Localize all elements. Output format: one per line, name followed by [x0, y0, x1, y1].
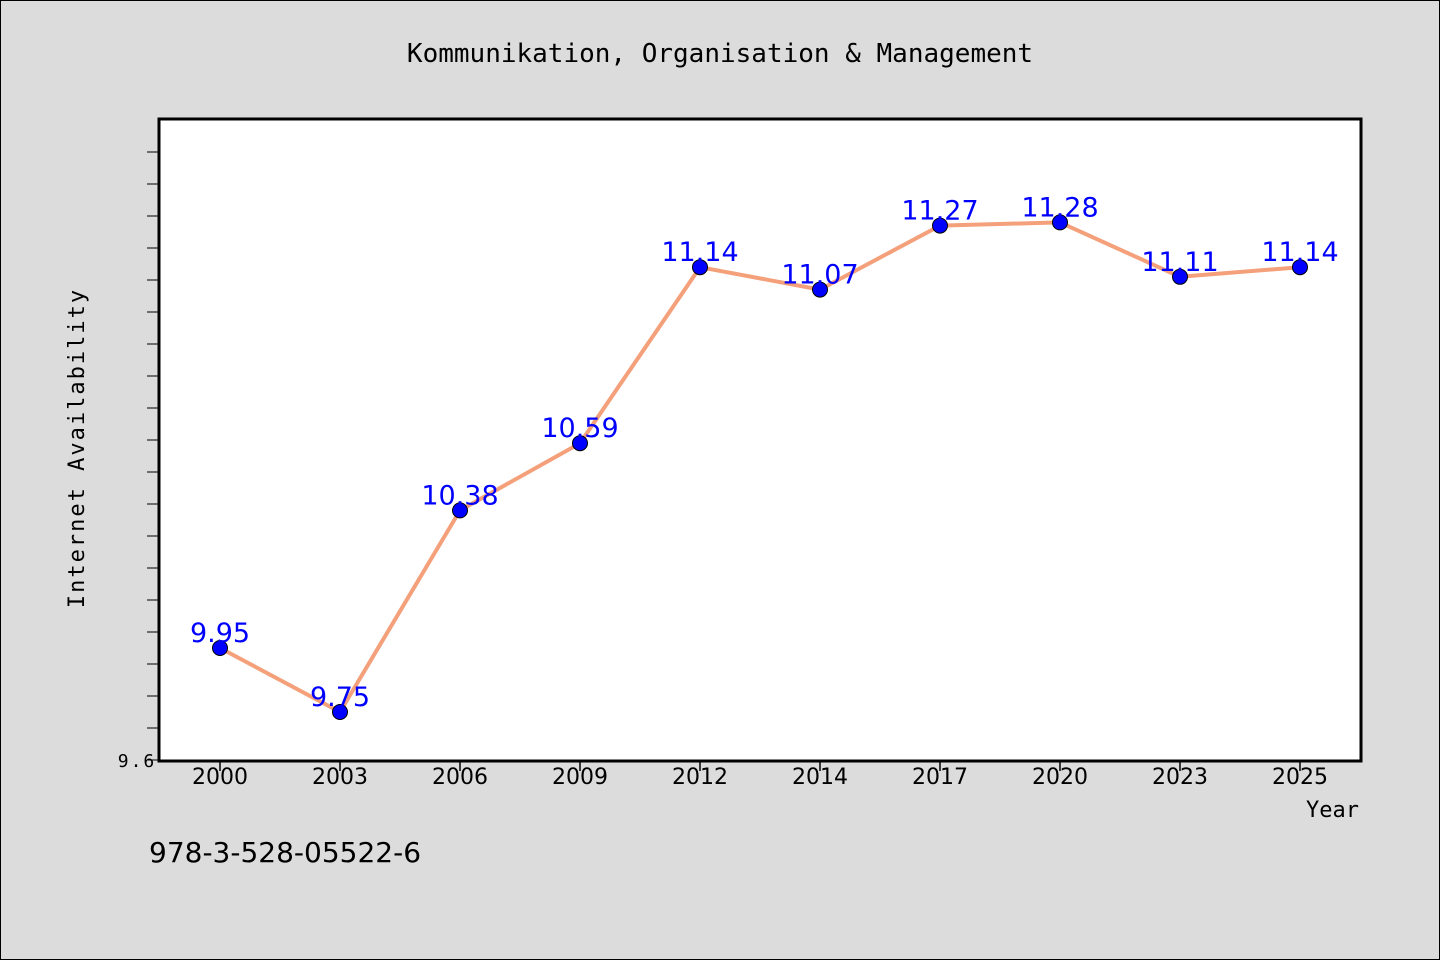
- data-label: 11.27: [901, 196, 978, 227]
- x-axis-label: Year: [1306, 798, 1359, 823]
- data-label: 11.07: [781, 260, 858, 291]
- x-tick-label: 2014: [792, 765, 848, 790]
- data-labels: 9.95 9.75 10.38 10.59 11.14 11.07 11.27 11.28 11…: [190, 192, 1339, 713]
- x-tick-label: 2006: [432, 765, 488, 790]
- data-point: [572, 435, 588, 452]
- x-tick-label: 2003: [312, 765, 368, 790]
- data-point: [332, 704, 348, 720]
- data-point: [1052, 214, 1068, 231]
- x-tick-label: 2017: [912, 765, 968, 790]
- data-point: [932, 217, 948, 234]
- series-line: [219, 220, 1301, 714]
- data-label: 10.59: [541, 413, 618, 444]
- x-tick-label: 2020: [1032, 765, 1088, 790]
- y-tick-label-min: 9.6: [118, 751, 157, 772]
- data-label: 10.38: [421, 480, 498, 511]
- x-tick-label: 2012: [672, 765, 728, 790]
- data-point: [692, 259, 708, 276]
- x-tick-label: 2000: [192, 765, 248, 790]
- data-point: [1292, 259, 1308, 276]
- data-label: 9.75: [310, 682, 370, 713]
- isbn-footer: 978-3-528-05522-6: [149, 836, 421, 869]
- data-point: [452, 502, 468, 519]
- x-tick-labels: 2000 2003 2006 2009 2012 2014 2017 2020 2023 2025: [192, 765, 1328, 790]
- x-tick-label: 2023: [1152, 765, 1208, 790]
- x-axis-ticks: [219, 761, 1301, 771]
- plot-area: [157, 117, 1363, 763]
- x-tick-label: 2025: [1272, 765, 1328, 790]
- y-axis-ticks: [147, 151, 159, 761]
- chart-title: Kommunikation, Organisation & Management: [407, 39, 1033, 69]
- data-label: 9.95: [190, 618, 250, 649]
- data-point: [812, 281, 828, 298]
- data-label: 11.14: [661, 237, 738, 268]
- data-markers: [212, 214, 1308, 720]
- y-axis-label: Internet Availability: [65, 288, 90, 608]
- data-label: 11.28: [1021, 192, 1098, 223]
- data-label: 11.14: [1261, 237, 1338, 268]
- data-point: [212, 640, 228, 656]
- data-label: 11.11: [1141, 247, 1218, 278]
- data-point: [1172, 268, 1188, 285]
- x-tick-label: 2009: [552, 765, 608, 790]
